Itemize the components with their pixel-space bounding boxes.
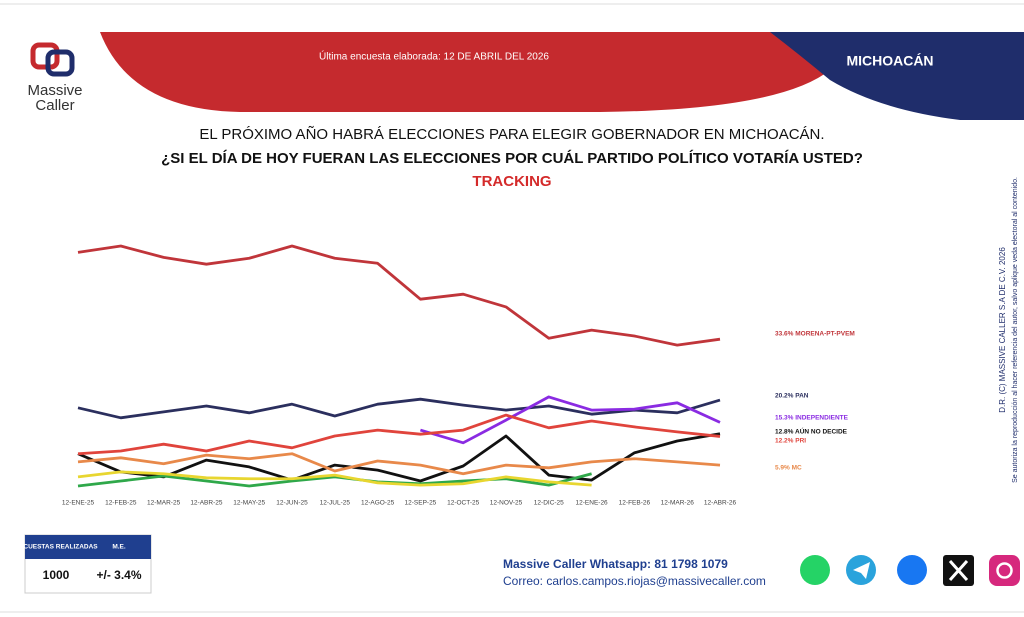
series-line bbox=[77, 470, 592, 487]
x-tick-label: 12-DIC-25 bbox=[534, 500, 564, 507]
chart: 12-ENE-25 12-FEB-25 12-MAR-25 12-ABR-25 12-M… bbox=[62, 244, 855, 507]
series-line bbox=[77, 397, 721, 420]
tracking-title: TRACKING bbox=[472, 173, 551, 190]
x-tick-label: 12-SEP-25 bbox=[405, 500, 437, 507]
x-tick-label: 12-ABR-25 bbox=[190, 500, 223, 507]
copyright-note: Se autoriza la reproducción al hacer ref… bbox=[1012, 177, 1019, 483]
series-line bbox=[77, 432, 721, 483]
logo-text: Caller bbox=[35, 97, 74, 114]
contact-email: Correo: carlos.campos.riojas@massivecall… bbox=[503, 574, 766, 588]
series-label: 5.9% MC bbox=[775, 465, 802, 472]
series-line bbox=[420, 395, 721, 445]
table-header-cell: M.E. bbox=[112, 544, 126, 551]
question: EL PRÓXIMO AÑO HABRÁ ELECCIONES PARA ELE… bbox=[199, 126, 824, 143]
social-icons bbox=[800, 555, 1020, 586]
series-line bbox=[77, 472, 592, 488]
x-tick-label: 12-FEB-26 bbox=[619, 500, 651, 507]
series-line bbox=[77, 413, 721, 456]
series-line bbox=[77, 244, 721, 347]
contact-whatsapp: Massive Caller Whatsapp: 81 1798 1079 bbox=[503, 557, 728, 571]
logo: Massive Caller bbox=[27, 42, 83, 114]
logo-bubble bbox=[45, 49, 75, 77]
x-tick-label: 12-FEB-25 bbox=[105, 500, 137, 507]
whatsapp-icon[interactable] bbox=[800, 555, 830, 585]
header-red bbox=[100, 32, 1024, 112]
series-label: 15.3% INDEPENDIENTE bbox=[775, 415, 849, 422]
x-tick-label: 12-AGO-25 bbox=[361, 500, 395, 507]
series-label: 20.2% PAN bbox=[775, 393, 809, 400]
x-tick-label: 12-JUL-25 bbox=[320, 500, 351, 507]
x-tick-label: 12-MAR-25 bbox=[147, 500, 181, 507]
instagram-glyph bbox=[996, 562, 1013, 579]
x-tick-label: 12-NOV-25 bbox=[490, 500, 523, 507]
series-label: 33.6% MORENA-PT-PVEM bbox=[775, 331, 855, 338]
table-header-cell: ENCUESTAS REALIZADAS bbox=[14, 544, 98, 551]
table-cell: 1000 bbox=[43, 568, 70, 582]
table-cell: +/- 3.4% bbox=[96, 568, 141, 582]
x-tick-label: 12-JUN-25 bbox=[276, 500, 308, 507]
region: MICHOACÁN bbox=[846, 53, 933, 69]
x-tick-label: 12-ABR-26 bbox=[704, 500, 737, 507]
series-label: 12.2% PRI bbox=[775, 438, 806, 445]
series-label: 12.8% AÚN NO DECIDE bbox=[775, 427, 848, 436]
logo-bubble bbox=[30, 42, 60, 70]
x-glyph bbox=[948, 559, 969, 582]
last-survey: Última encuesta elaborada: 12 DE ABRIL D… bbox=[319, 50, 549, 63]
instagram-icon[interactable] bbox=[989, 555, 1020, 586]
stats-table: ENCUESTAS REALIZADAS M.E. 1000 +/- 3.4% bbox=[14, 534, 152, 594]
logo-text: Massive bbox=[27, 82, 82, 99]
copyright: D.R. (C) MASSIVE CALLER S.A DE C.V. 2026 bbox=[998, 247, 1007, 413]
x-tick-label: 12-OCT-25 bbox=[447, 500, 480, 507]
x-tick-label: 12-MAY-25 bbox=[233, 500, 265, 507]
telegram-glyph bbox=[853, 562, 870, 579]
series-line bbox=[77, 452, 721, 476]
header-blue bbox=[770, 32, 1024, 120]
x-tick-label: 12-ENE-25 bbox=[62, 500, 95, 507]
question: ¿SI EL DÍA DE HOY FUERAN LAS ELECCIONES … bbox=[161, 150, 863, 167]
table-header bbox=[25, 535, 151, 559]
x-tick-label: 12-ENE-26 bbox=[576, 500, 609, 507]
facebook-icon[interactable] bbox=[897, 555, 927, 585]
x-tick-label: 12-MAR-26 bbox=[661, 500, 695, 507]
